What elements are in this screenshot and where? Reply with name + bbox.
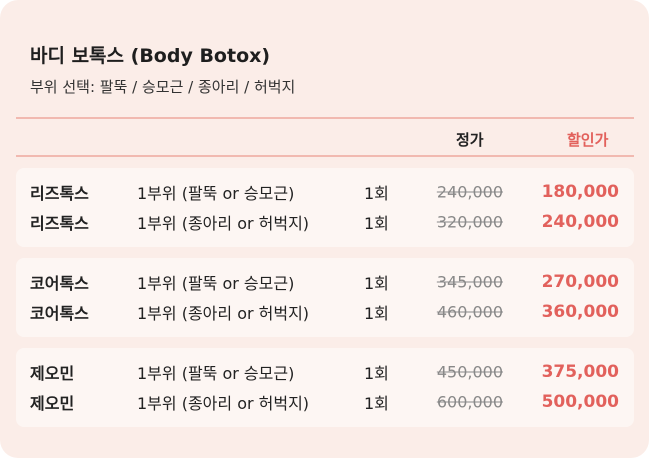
sale-price: 360,000 (541, 302, 619, 322)
sale-price: 500,000 (541, 392, 619, 412)
product-name: 코어톡스 (30, 304, 89, 323)
original-price: 240,000 (436, 182, 503, 202)
product-name: 코어톡스 (30, 274, 89, 293)
sale-price: 240,000 (541, 212, 619, 232)
subtitle: 부위 선택: 팔뚝 / 승모근 / 종아리 / 허벅지 (30, 78, 296, 96)
option: 1부위 (팔뚝 or 승모근) (137, 184, 295, 203)
option: 1부위 (종아리 or 허벅지) (137, 394, 310, 413)
original-price: 320,000 (436, 212, 503, 232)
original-price: 460,000 (436, 302, 503, 322)
original-price: 600,000 (436, 392, 503, 412)
count: 1회 (364, 214, 389, 233)
column-header: 할인가 (567, 131, 609, 149)
count: 1회 (364, 274, 389, 293)
sale-price: 270,000 (541, 272, 619, 292)
product-name: 제오민 (30, 394, 75, 413)
option: 1부위 (종아리 or 허벅지) (137, 214, 310, 233)
option: 1부위 (팔뚝 or 승모근) (137, 364, 295, 383)
count: 1회 (364, 394, 389, 413)
row-group (16, 348, 634, 427)
product-name: 제오민 (30, 364, 75, 383)
original-price: 345,000 (436, 272, 503, 292)
row-group (16, 168, 634, 247)
option: 1부위 (팔뚝 or 승모근) (137, 274, 295, 293)
count: 1회 (364, 304, 389, 323)
sale-price: 375,000 (541, 362, 619, 382)
divider (16, 117, 634, 119)
sale-price: 180,000 (541, 182, 619, 202)
divider (16, 155, 634, 157)
row-group (16, 258, 634, 337)
count: 1회 (364, 184, 389, 203)
title: 바디 보톡스 (Body Botox) (30, 45, 271, 67)
original-price: 450,000 (436, 362, 503, 382)
count: 1회 (364, 364, 389, 383)
column-header: 정가 (456, 131, 484, 149)
option: 1부위 (종아리 or 허벅지) (137, 304, 310, 323)
product-name: 리즈톡스 (30, 184, 89, 203)
product-name: 리즈톡스 (30, 214, 89, 233)
